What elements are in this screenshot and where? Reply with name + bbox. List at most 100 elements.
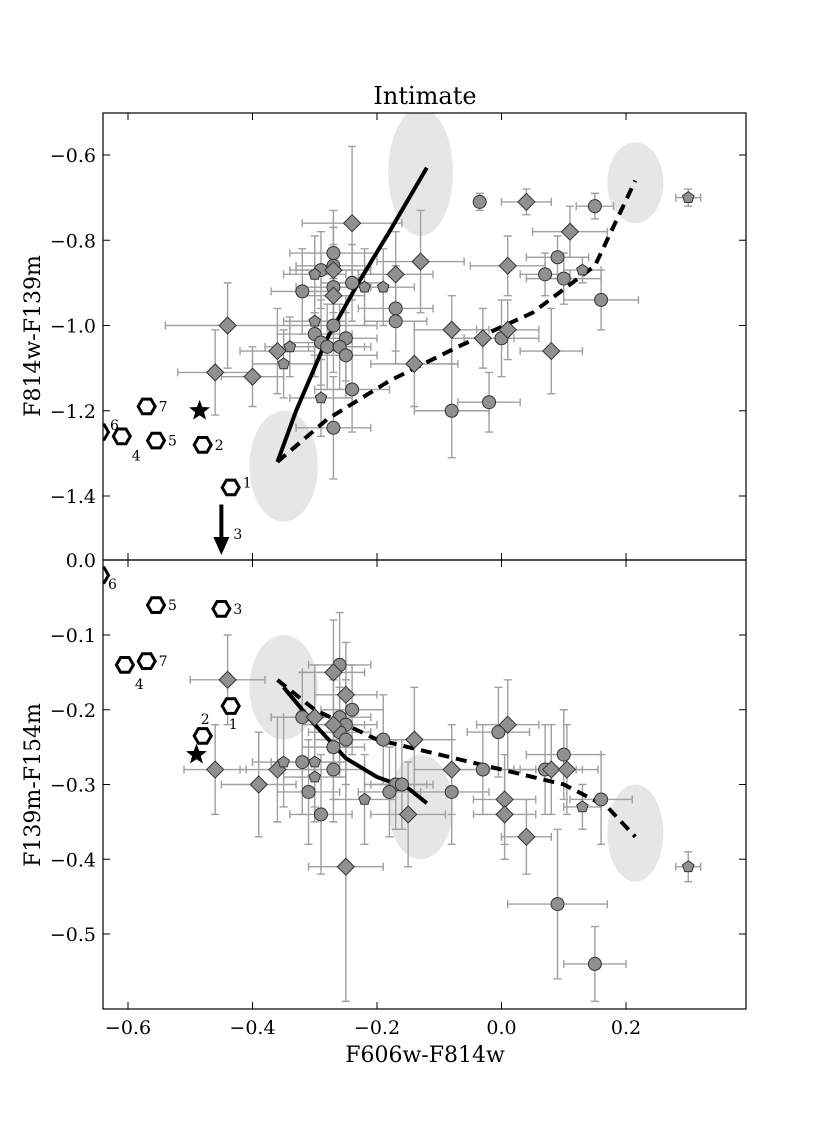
arrow-head xyxy=(213,537,230,555)
top-data-point-pentagon xyxy=(358,280,371,293)
bottom-model-label: 5 xyxy=(168,598,177,614)
bottom-ellipse xyxy=(388,754,453,860)
top-y-tick-label: −1.2 xyxy=(50,401,96,423)
bottom-data-point-circle xyxy=(326,762,341,777)
bottom-data-point-circle xyxy=(376,732,391,747)
bottom-model-label: 3 xyxy=(233,602,242,618)
bottom-x-tick-label: −0.2 xyxy=(354,1017,400,1039)
top-data-point-circle xyxy=(538,267,553,282)
bottom-star-marker xyxy=(186,743,207,764)
bottom-data-point-pentagon xyxy=(277,755,290,768)
top-data-point-circle xyxy=(295,284,310,299)
top-star-marker xyxy=(189,399,210,420)
bottom-model-hexagon xyxy=(103,566,111,585)
top-data-point-circle xyxy=(345,382,360,397)
top-model-hexagon xyxy=(136,397,157,416)
bottom-y-tick-label: −0.5 xyxy=(50,924,96,946)
bottom-data-point-diamond xyxy=(442,760,461,779)
bottom-dashed-model-curve xyxy=(276,678,637,839)
bottom-data-point-circle xyxy=(556,747,571,762)
bottom-data-point-diamond xyxy=(324,715,343,734)
top-curves xyxy=(275,166,638,464)
top-data-point-pentagon xyxy=(308,267,322,280)
bottom-data-point-diamond xyxy=(305,708,324,727)
bottom-data-point-circle xyxy=(301,784,316,799)
top-model-label: 2 xyxy=(215,438,224,454)
bottom-y-axis-label: F139m-F154m xyxy=(21,703,46,867)
bottom-y-tick-label: −0.1 xyxy=(50,625,96,647)
top-data-point-diamond xyxy=(324,286,343,305)
top-data-point-diamond xyxy=(442,320,461,339)
top-data-point-pentagon xyxy=(681,190,695,203)
top-y-tick-label: −1.4 xyxy=(50,486,96,508)
bottom-model-label: 7 xyxy=(159,654,168,670)
top-data-point-pentagon xyxy=(283,340,297,353)
top-model-label: 7 xyxy=(159,399,168,415)
top-y-axis-label: F814w-F139m xyxy=(21,255,46,417)
bottom-data-point-diamond xyxy=(324,663,343,682)
bottom-x-tick-label: 0.2 xyxy=(611,1017,641,1039)
bottom-data-point-circle xyxy=(491,725,506,740)
bottom-data-point-diamond xyxy=(205,760,225,779)
top-data-point-circle xyxy=(326,420,341,435)
bottom-model-label: 6 xyxy=(108,577,117,593)
bottom-data-point-diamond xyxy=(495,805,514,824)
top-data-point-circle xyxy=(587,199,602,214)
bottom-data-point-circle xyxy=(475,762,490,777)
top-data-point-diamond xyxy=(386,265,405,284)
bottom-x-tick-label: −0.6 xyxy=(105,1017,151,1039)
top-data-point-diamond xyxy=(342,213,362,233)
bottom-x-tick-label: −0.4 xyxy=(229,1017,275,1039)
arrow-label: 3 xyxy=(233,527,242,543)
top-data-point-diamond xyxy=(268,341,287,361)
bottom-model-hexagon xyxy=(211,600,232,618)
bottom-ticks: −0.1 −0.2 −0.3 −0.4 −0.5 −0.6 −0.4 −0.2 0.0 0.2 xyxy=(50,560,746,1039)
top-ellipse xyxy=(607,142,664,224)
top-model-label: 6 xyxy=(110,418,119,434)
top-y-tick-label: −0.8 xyxy=(50,230,96,252)
top-data-point-diamond xyxy=(517,192,536,212)
bottom-data-point-circle xyxy=(295,755,310,770)
bottom-data-point-pentagon xyxy=(576,800,589,813)
top-data-point-circle xyxy=(326,246,341,261)
top-data-point-circle xyxy=(345,275,360,290)
top-data-point-pentagon xyxy=(308,314,322,327)
top-data-point-circle xyxy=(320,339,335,354)
top-model-hexagon xyxy=(145,431,167,450)
bottom-data-point-circle xyxy=(338,732,353,747)
bottom-model-hexagon xyxy=(192,727,213,745)
top-data-point-circle xyxy=(472,194,487,209)
bottom-data-point-circle xyxy=(587,956,602,971)
top-data-point-diamond xyxy=(498,256,517,276)
top-data-point-diamond xyxy=(218,316,237,335)
top-y-tick-label: −0.6 xyxy=(50,145,96,167)
top-model-label: 1 xyxy=(243,475,252,491)
top-ticks: −0.6 −0.8 −1.0 −1.2 −1.4 0.0 xyxy=(50,113,746,572)
bottom-data-point-circle xyxy=(382,784,397,799)
bottom-x-tick-label: 0.0 xyxy=(486,1017,516,1039)
bottom-data-point-circle xyxy=(550,897,565,912)
top-data-point-pentagon xyxy=(277,357,290,370)
top-data-point-diamond xyxy=(542,341,561,361)
bottom-data-point-circle xyxy=(313,807,328,822)
bottom-data-point-circle xyxy=(394,777,409,792)
bottom-panel: F139m-F154m F606w-F814w 1 2 3 4 5 6 7 −0.1 −0.2… xyxy=(21,559,747,1068)
top-model-label: 4 xyxy=(132,448,141,464)
bottom-y-tick-label: −0.4 xyxy=(50,849,96,871)
bottom-data-point-diamond xyxy=(336,857,356,876)
top-data-point-diamond xyxy=(405,354,424,374)
top-data-point-pentagon xyxy=(576,263,589,276)
x-axis-label: F606w-F814w xyxy=(345,1043,505,1068)
chart-title: Intimate xyxy=(373,82,476,110)
top-data-point-circle xyxy=(556,271,571,286)
top-data-point-circle xyxy=(388,314,403,329)
bottom-data-point-circle xyxy=(326,740,341,755)
bottom-y-tick-label: −0.2 xyxy=(50,700,96,722)
top-data-point-circle xyxy=(326,318,341,333)
bottom-model-hexagon xyxy=(136,652,157,670)
top-data-point-diamond xyxy=(243,367,262,386)
top-data-point-circle xyxy=(482,395,497,410)
top-data-point-diamond xyxy=(560,222,580,241)
top-data-point-diamond xyxy=(411,252,430,271)
